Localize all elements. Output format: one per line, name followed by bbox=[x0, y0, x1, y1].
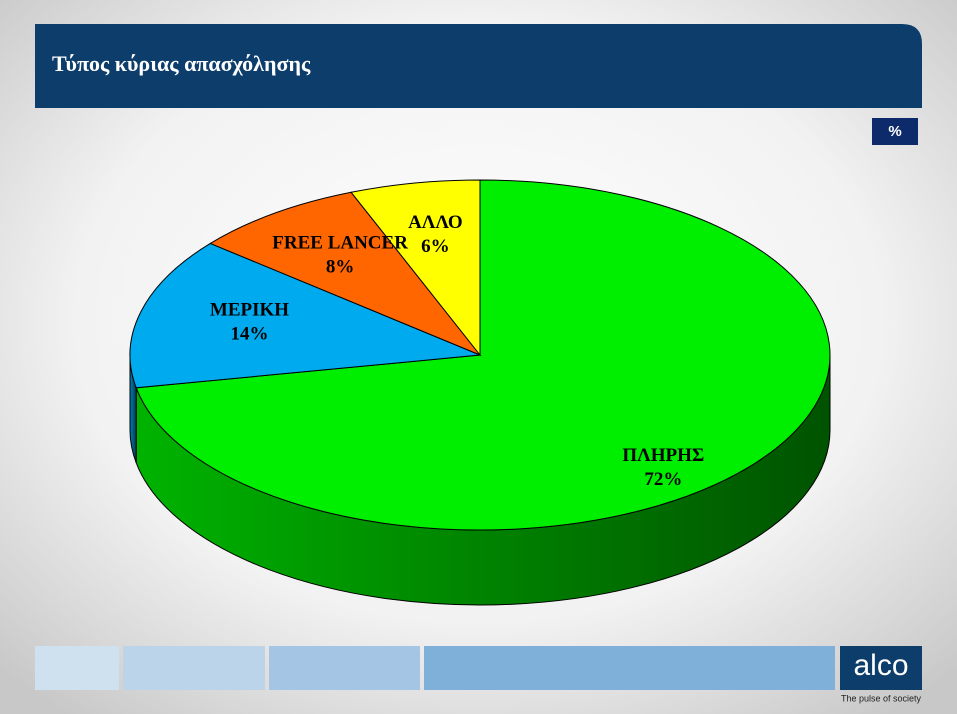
slice-label: ΠΛΗΡΗΣ bbox=[622, 445, 704, 466]
pie-slice bbox=[129, 242, 481, 389]
slice-label: ΑΛΛΟ bbox=[408, 212, 463, 233]
chart-title: Τύπος κύριας απασχόλησης bbox=[52, 51, 311, 76]
value-label: 8% bbox=[326, 257, 355, 278]
tagline: The pulse of society bbox=[841, 693, 922, 703]
footer-bar bbox=[123, 646, 265, 690]
logo: alco bbox=[853, 649, 908, 682]
unit-badge bbox=[872, 118, 918, 145]
pie-slice bbox=[209, 191, 482, 357]
slice-label: FREE LANCER bbox=[272, 233, 408, 254]
logo-box bbox=[840, 646, 922, 690]
value-label: 6% bbox=[421, 236, 450, 257]
pie: ΠΛΗΡΗΣ 72% ΜΕΡΙΚΗ 14% FREE LANCER 8% ΑΛΛΟ 6% bbox=[129, 179, 831, 606]
pie-slice bbox=[350, 179, 481, 357]
slice-label: ΜΕΡΙΚΗ bbox=[210, 299, 289, 320]
footer-bar bbox=[269, 646, 420, 690]
value-label: 14% bbox=[230, 323, 268, 344]
pie-slice bbox=[135, 179, 831, 531]
value-label: 72% bbox=[644, 469, 682, 490]
footer-bar bbox=[35, 646, 119, 690]
header-bar bbox=[35, 24, 922, 108]
footer-bar bbox=[424, 646, 835, 690]
unit-label: % bbox=[888, 123, 901, 140]
